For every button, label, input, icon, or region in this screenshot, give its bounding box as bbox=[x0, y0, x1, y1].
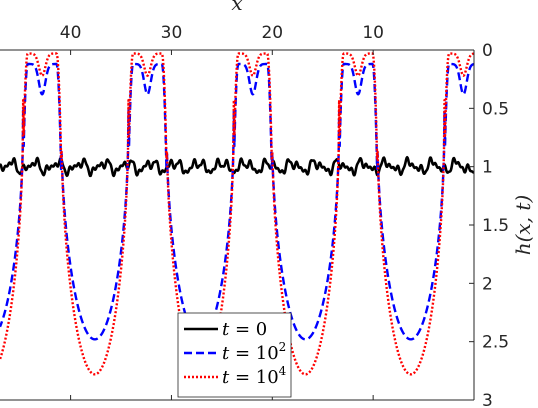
y-axis-label: h(x, t) bbox=[511, 195, 535, 256]
legend-label-1: t = 102 bbox=[222, 340, 286, 364]
x-tick-label-10: 10 bbox=[362, 23, 384, 43]
y-tick-label-1: 0.5 bbox=[482, 99, 509, 119]
x-tick-label-30: 30 bbox=[161, 23, 183, 43]
legend-box bbox=[177, 312, 292, 398]
y-tick-label-6: 3 bbox=[482, 391, 493, 408]
series-layer bbox=[0, 52, 474, 376]
legend-label-2: t = 104 bbox=[222, 364, 287, 388]
x-tick-label-20: 20 bbox=[261, 23, 283, 43]
x-tick-label-40: 40 bbox=[60, 23, 82, 43]
y-tick-label-2: 1 bbox=[482, 158, 493, 178]
y-tick-label-4: 2 bbox=[482, 274, 493, 294]
legend-label-0: t = 0 bbox=[222, 319, 267, 340]
x-axis-label: x bbox=[231, 0, 242, 15]
series-line-2 bbox=[0, 52, 474, 376]
y-tick-label-0: 0 bbox=[482, 41, 493, 61]
series-line-0 bbox=[0, 156, 474, 178]
y-tick-label-5: 2.5 bbox=[482, 333, 509, 353]
y-tick-label-3: 1.5 bbox=[482, 216, 509, 236]
tick-layer: 40 30 20 10 0 0.5 1 1.5 2 2.5 3 bbox=[60, 23, 509, 408]
